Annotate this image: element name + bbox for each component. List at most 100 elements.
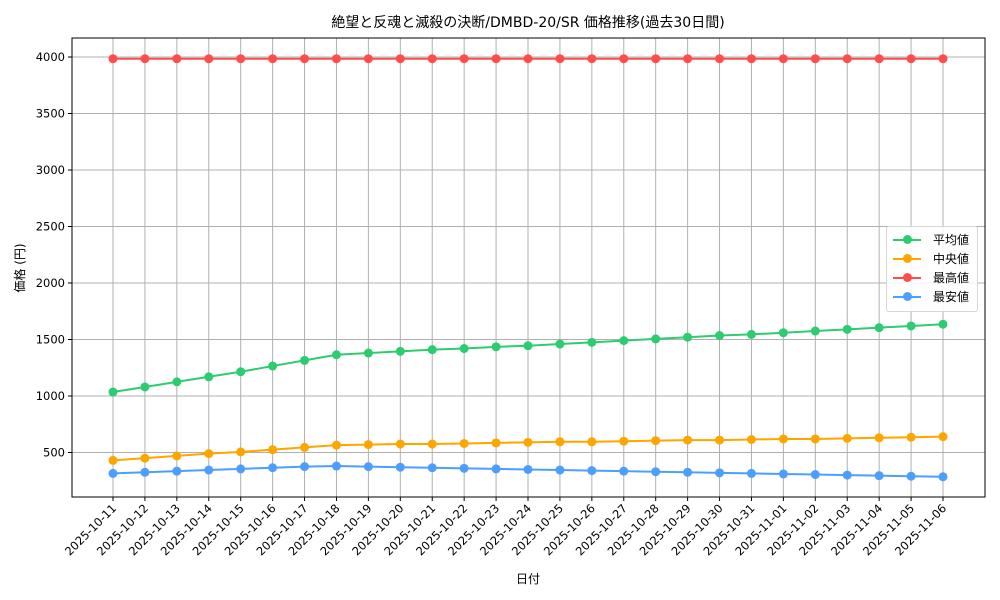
data-point	[555, 54, 565, 64]
data-point	[874, 323, 884, 333]
x-axis-ticks: 2025-10-112025-10-122025-10-132025-10-14…	[62, 497, 949, 558]
gridlines	[72, 38, 985, 497]
data-point	[619, 336, 629, 346]
data-point	[523, 54, 533, 64]
data-point	[587, 466, 597, 476]
data-point	[204, 54, 214, 64]
data-point	[140, 54, 150, 64]
legend-label: 最高値	[933, 271, 970, 285]
data-point	[204, 372, 214, 382]
data-point	[810, 434, 820, 444]
y-axis-ticks: 500 1000 1500 2000 2500 3000 3500 4000	[36, 50, 72, 460]
data-point	[906, 321, 916, 331]
legend-label: 平均値	[933, 233, 970, 247]
y-tick-label: 500	[43, 446, 65, 460]
data-point	[715, 435, 725, 445]
data-point	[172, 54, 182, 64]
data-point	[651, 467, 661, 477]
data-point	[938, 54, 948, 64]
data-point	[363, 348, 373, 358]
data-point	[459, 344, 469, 354]
data-point	[778, 328, 788, 338]
legend-marker-icon	[903, 273, 912, 282]
x-axis-label: 日付	[516, 572, 540, 586]
data-point	[683, 54, 693, 64]
data-point	[459, 438, 469, 448]
data-point	[619, 54, 629, 64]
data-point	[555, 437, 565, 447]
data-point	[108, 455, 118, 465]
data-point	[938, 472, 948, 482]
data-point	[746, 435, 756, 445]
data-point	[683, 467, 693, 477]
data-point	[906, 432, 916, 442]
data-point	[746, 54, 756, 64]
data-point	[938, 319, 948, 329]
data-point	[810, 470, 820, 480]
data-point	[300, 462, 310, 472]
data-point	[938, 432, 948, 442]
data-point	[842, 54, 852, 64]
legend-item: 最安値	[893, 288, 975, 306]
data-point	[651, 334, 661, 344]
data-point	[778, 434, 788, 444]
data-point	[108, 54, 118, 64]
y-tick-label: 4000	[36, 50, 65, 64]
data-point	[236, 54, 246, 64]
data-point	[874, 433, 884, 443]
data-point	[331, 461, 341, 471]
series-3	[108, 461, 948, 482]
data-point	[555, 339, 565, 349]
data-point	[810, 326, 820, 336]
legend-item: 中央値	[893, 250, 975, 268]
data-point	[587, 54, 597, 64]
legend-item: 最高値	[893, 269, 975, 287]
data-point	[715, 468, 725, 478]
legend-item: 平均値	[893, 231, 975, 249]
data-point	[204, 449, 214, 459]
data-point	[300, 442, 310, 452]
data-point	[683, 435, 693, 445]
data-point	[395, 54, 405, 64]
data-point	[268, 54, 278, 64]
data-point	[906, 471, 916, 481]
data-point	[140, 382, 150, 392]
data-point	[236, 447, 246, 457]
data-point	[172, 377, 182, 387]
data-point	[619, 466, 629, 476]
y-tick-label: 2500	[36, 220, 65, 234]
y-tick-label: 3000	[36, 163, 65, 177]
legend-marker-icon	[903, 235, 912, 244]
data-point	[523, 437, 533, 447]
y-tick-label: 2000	[36, 276, 65, 290]
data-point	[363, 440, 373, 450]
series-1	[108, 432, 948, 465]
legend-label: 最安値	[933, 290, 970, 304]
data-point	[427, 439, 437, 449]
data-point	[395, 462, 405, 472]
legend-marker-icon	[903, 292, 912, 301]
data-point	[427, 345, 437, 355]
data-point	[651, 436, 661, 446]
data-point	[715, 54, 725, 64]
data-point	[363, 462, 373, 472]
data-point	[619, 436, 629, 446]
data-point	[523, 464, 533, 474]
legend: 平均値中央値最高値最安値	[886, 226, 978, 312]
data-point	[587, 337, 597, 347]
data-point	[683, 332, 693, 342]
data-point	[874, 54, 884, 64]
data-point	[491, 54, 501, 64]
data-point	[491, 342, 501, 352]
data-point	[587, 437, 597, 447]
data-point	[874, 471, 884, 481]
data-point	[906, 54, 916, 64]
data-point	[491, 464, 501, 474]
data-point	[459, 463, 469, 473]
chart-title: 絶望と反魂と滅殺の決断/DMBD-20/SR 価格推移(過去30日間)	[331, 15, 725, 31]
data-point	[236, 367, 246, 377]
legend-marker-icon	[903, 254, 912, 263]
data-point	[172, 451, 182, 461]
data-point	[108, 387, 118, 397]
data-point	[331, 440, 341, 450]
